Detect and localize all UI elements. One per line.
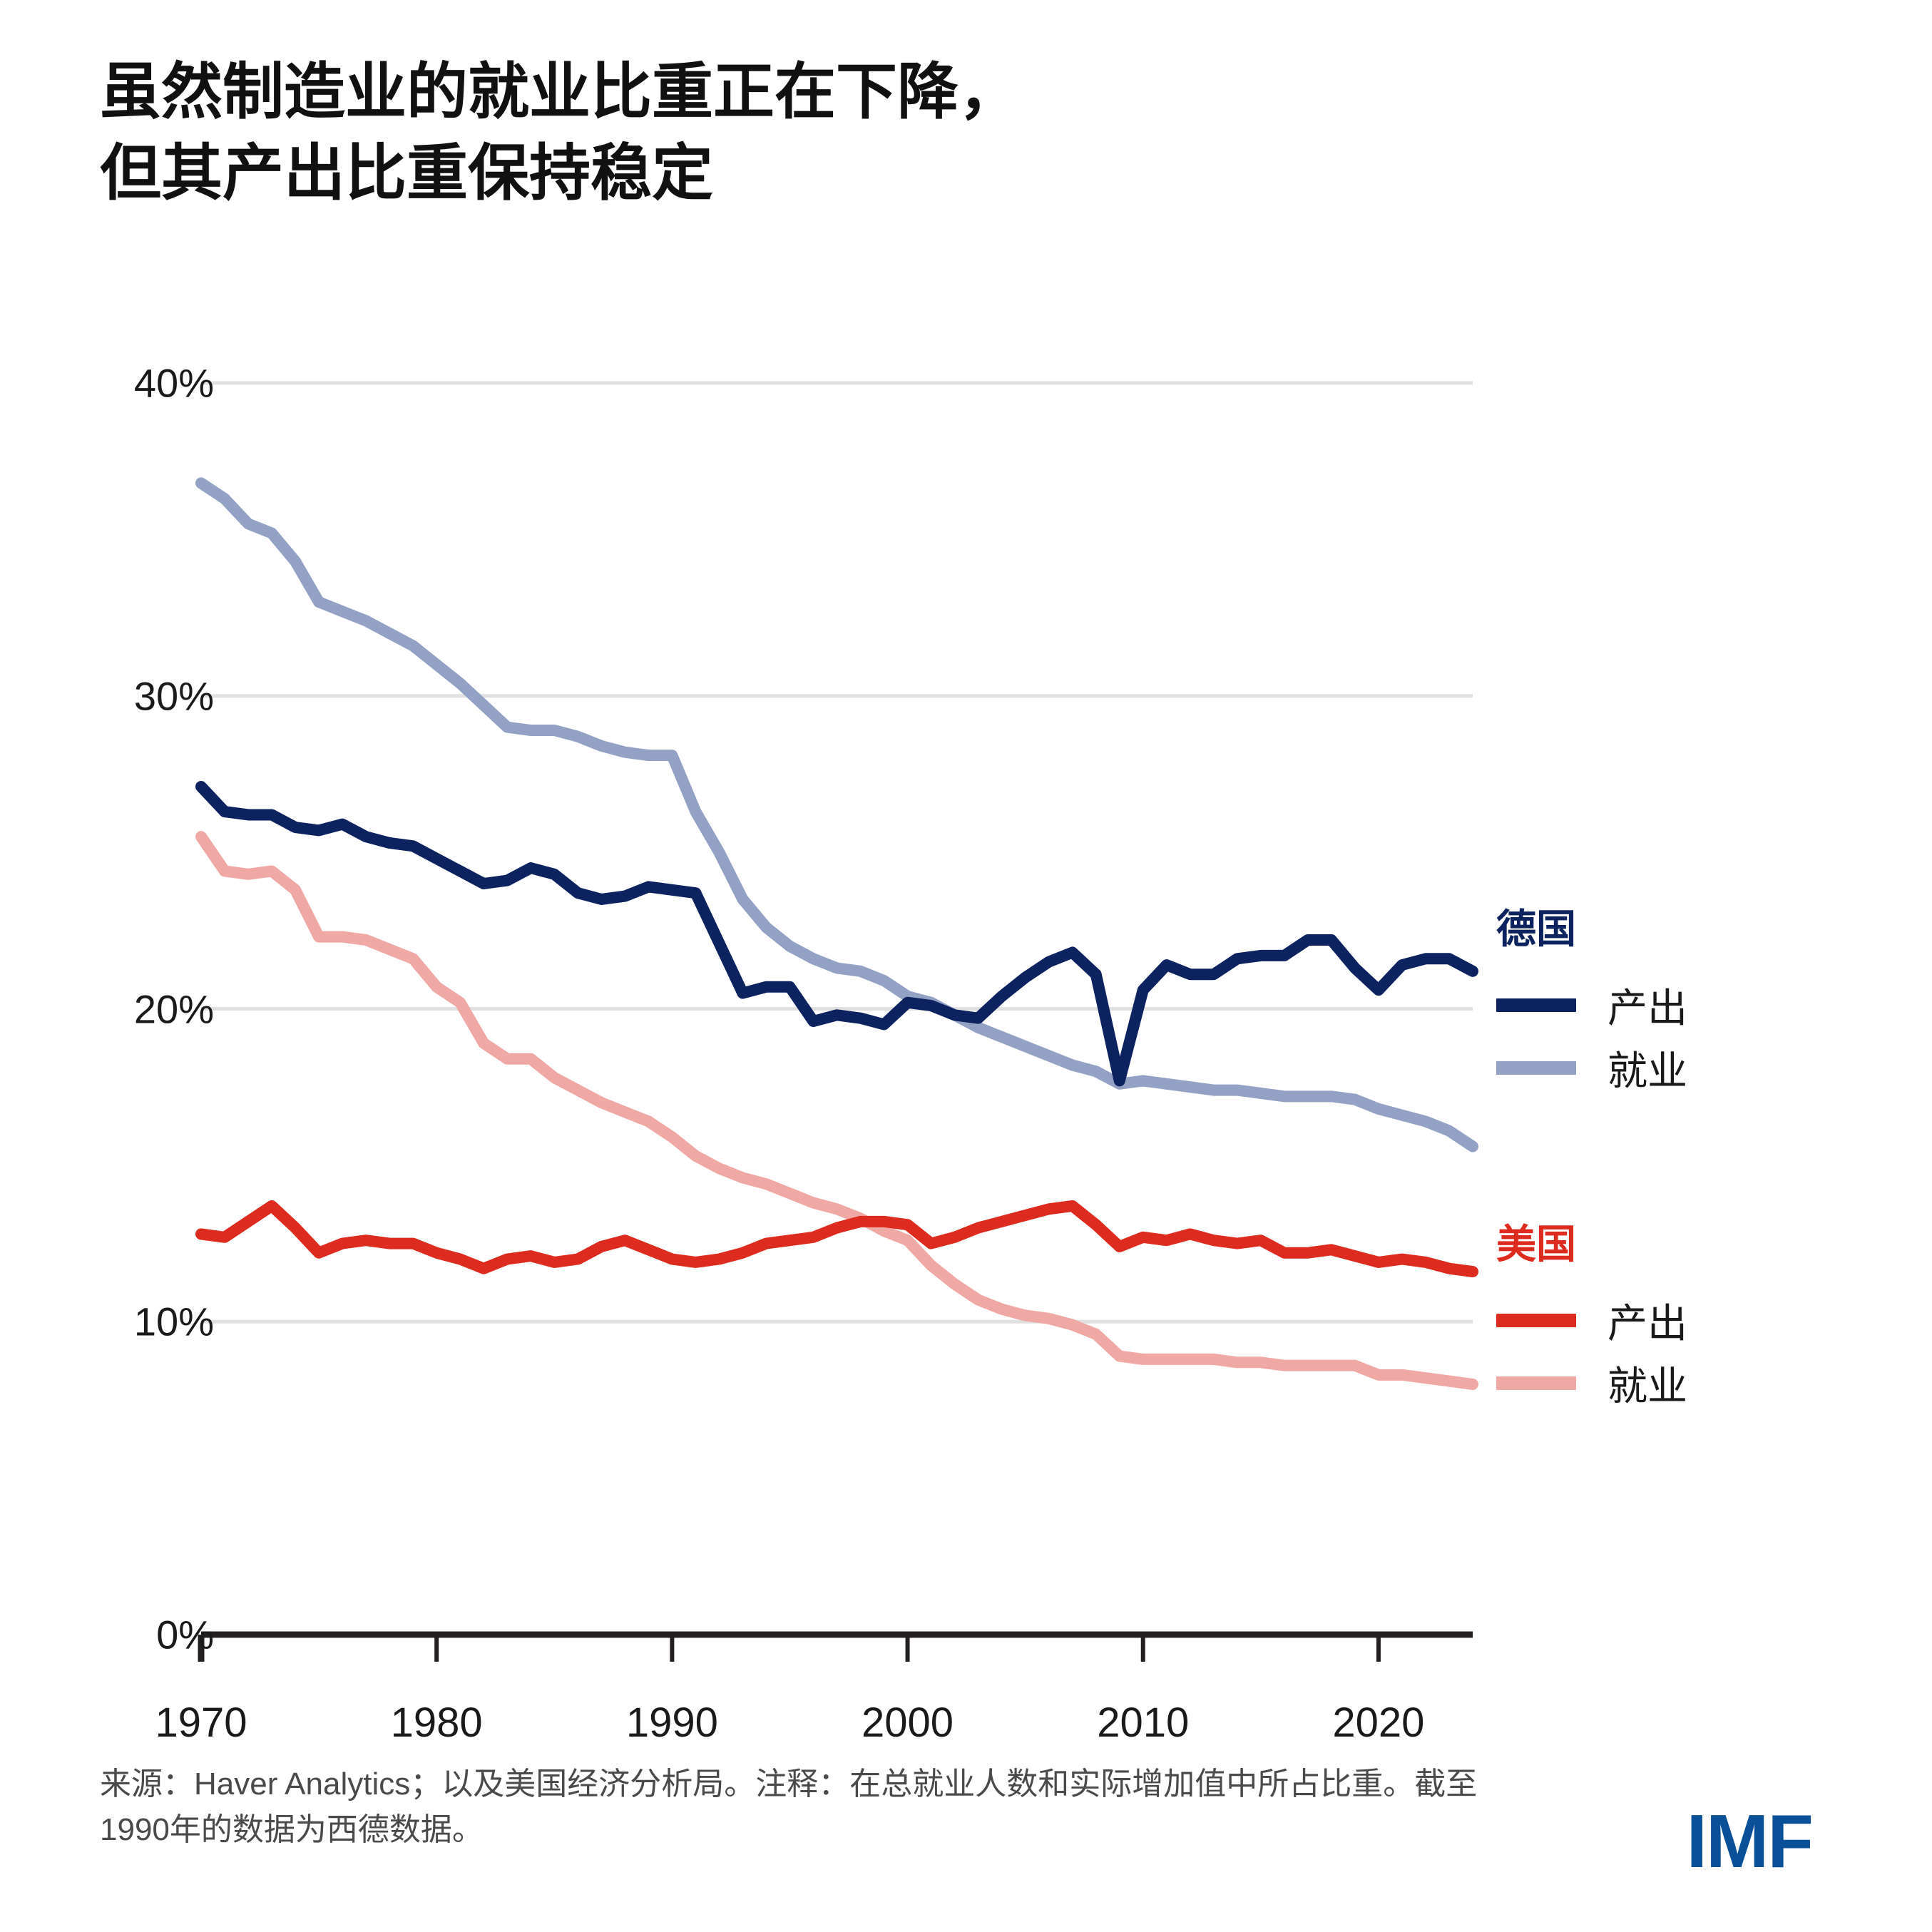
x-tick-label-1980: 1980 bbox=[390, 1700, 483, 1746]
legend-label-usa-employment: 就业 bbox=[1608, 1363, 1687, 1409]
x-tick-label-1990: 1990 bbox=[625, 1700, 718, 1746]
y-tick-label-20%: 20% bbox=[133, 986, 214, 1031]
legend-swatch-usa-output bbox=[1496, 1313, 1576, 1327]
legend-item-usa-output[interactable]: 产出 bbox=[1496, 1289, 1687, 1351]
legend-item-usa-employment[interactable]: 就业 bbox=[1496, 1351, 1687, 1414]
legend-heading-germany: 德国 bbox=[1496, 906, 1576, 951]
x-tick-label-2000: 2000 bbox=[862, 1700, 954, 1746]
x-tick-label-2020: 2020 bbox=[1332, 1700, 1425, 1746]
y-axis-labels: 40% 30% 20% 10% 0% bbox=[86, 0, 214, 1932]
legend-item-germany-output[interactable]: 产出 bbox=[1496, 973, 1687, 1036]
legend-label-germany-output: 产出 bbox=[1608, 985, 1687, 1031]
title-line-1: 虽然制造业的就业比重正在下降， bbox=[100, 58, 1020, 126]
y-tick-label-40%: 40% bbox=[133, 360, 214, 406]
legend-group-germany: 德国 产出 就业 bbox=[1496, 897, 1687, 1099]
x-tick-label-1970: 1970 bbox=[155, 1700, 247, 1746]
legend-label-germany-employment: 就业 bbox=[1608, 1048, 1687, 1093]
legend-item-germany-employment[interactable]: 就业 bbox=[1496, 1036, 1687, 1099]
legend-swatch-germany-employment bbox=[1496, 1060, 1576, 1075]
y-tick-label-0%: 0% bbox=[156, 1612, 214, 1657]
imf-logo: IMF bbox=[1686, 1799, 1814, 1884]
legend-heading-usa: 美国 bbox=[1496, 1222, 1576, 1267]
page-title: 虽然制造业的就业比重正在下降， 但其产出比重保持稳定 bbox=[100, 51, 1526, 215]
y-tick-label-30%: 30% bbox=[133, 673, 214, 719]
x-tick-label-2010: 2010 bbox=[1097, 1700, 1190, 1746]
title-line-2: 但其产出比重保持稳定 bbox=[100, 139, 713, 208]
legend-group-usa: 美国 产出 就业 bbox=[1496, 1212, 1687, 1414]
y-tick-label-10%: 10% bbox=[133, 1299, 214, 1344]
legend-swatch-usa-employment bbox=[1496, 1376, 1576, 1390]
source-note: 来源：Haver Analytics；以及美国经济分析局。注释：在总就业人数和实… bbox=[100, 1767, 1478, 1847]
legend-swatch-germany-output bbox=[1496, 998, 1576, 1012]
legend-label-usa-output: 产出 bbox=[1608, 1300, 1687, 1346]
